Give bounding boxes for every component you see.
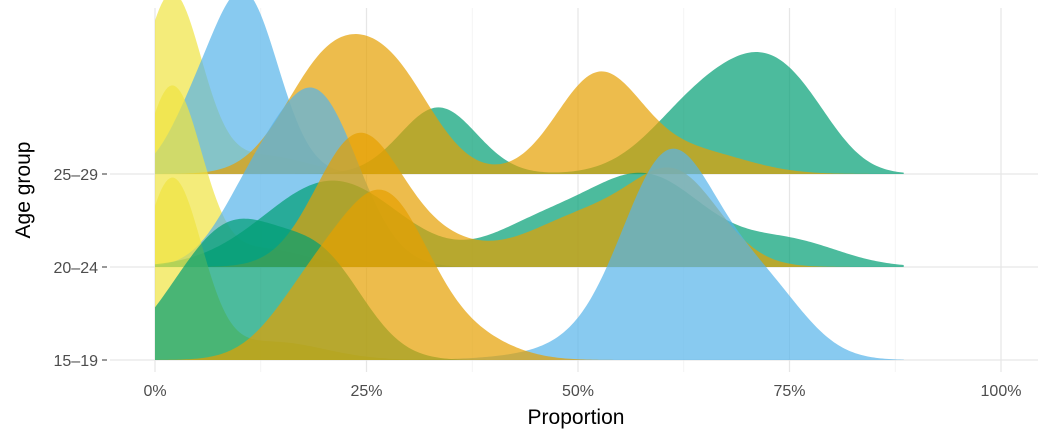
y-tick-label: 20–24 <box>54 260 99 277</box>
density-ridge <box>155 189 904 360</box>
x-tick-label: 100% <box>981 383 1022 400</box>
x-axis-tick-labels: 0% 25% 50% 75% 100% <box>143 383 1021 400</box>
x-tick-label: 75% <box>773 383 805 400</box>
x-tick-label: 0% <box>143 383 166 400</box>
density-ridge <box>155 148 904 360</box>
density-ridge <box>155 52 904 174</box>
y-tick-label: 25–29 <box>54 167 99 184</box>
y-axis-title: Age group <box>12 142 35 239</box>
density-ridge <box>155 0 904 174</box>
plot-area <box>155 0 904 360</box>
y-tick-label: 15–19 <box>54 353 99 370</box>
x-tick-label: 25% <box>350 383 382 400</box>
x-tick-label: 50% <box>562 383 594 400</box>
x-axis-title: Proportion <box>528 406 625 429</box>
y-axis-tick-labels: 15–19 20–24 25–29 <box>54 167 107 370</box>
